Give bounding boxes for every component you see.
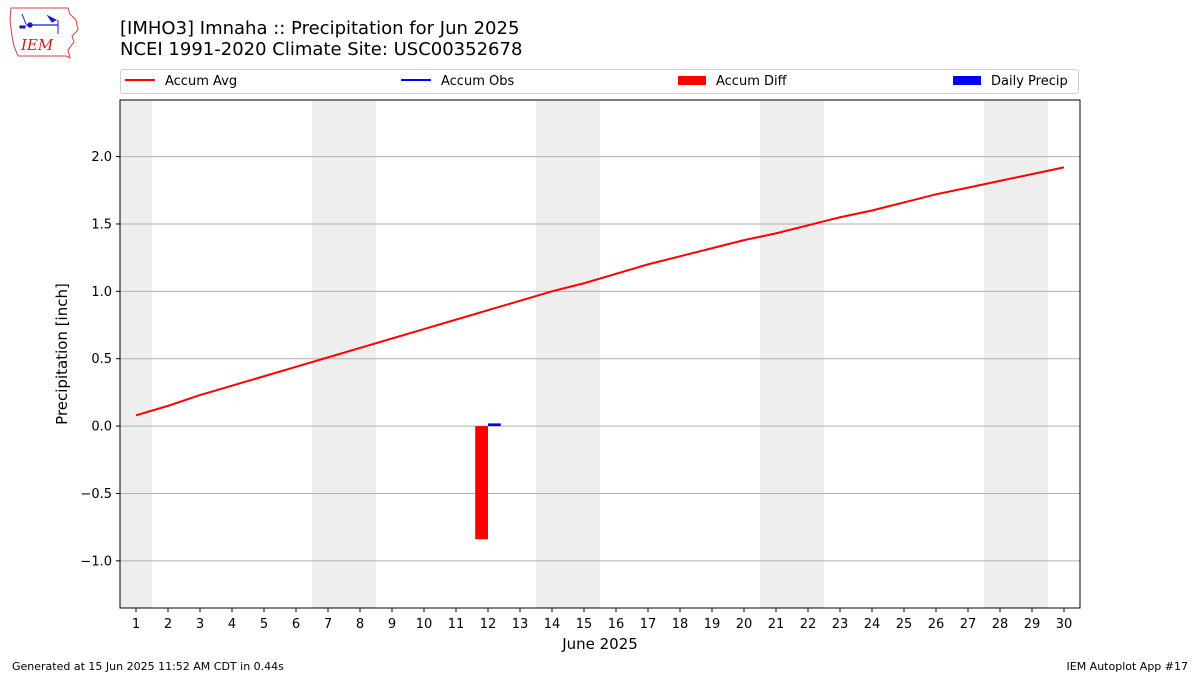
x-tick-label: 14 [544,617,561,632]
title-line-2: NCEI 1991-2020 Climate Site: USC00352678 [120,39,523,60]
x-tick-label: 2 [164,617,172,632]
x-tick-label: 11 [448,617,465,632]
y-tick-label: 0.0 [91,420,112,435]
y-tick-label: 0.5 [91,352,112,367]
x-tick-label: 5 [260,617,268,632]
accum-diff-bar [475,426,488,540]
legend-patch-swatch [678,75,706,85]
legend-label: Daily Precip [991,74,1068,89]
legend-label: Accum Diff [716,74,787,89]
x-tick-label: 23 [832,617,849,632]
x-tick-label: 16 [608,617,625,632]
accum-avg-line [135,166,1065,417]
x-tick-label: 15 [576,617,593,632]
x-tick-label: 20 [736,617,753,632]
iem-logo: IEM [9,7,79,59]
x-tick-label: 17 [640,617,657,632]
y-tick-label: 1.5 [91,217,112,232]
x-tick-label: 30 [1056,617,1073,632]
legend-item-accum-obs: Accum Obs [401,74,514,90]
legend-line-swatch [401,79,431,81]
legend-line-swatch [125,79,155,81]
weather-instrument-icon [19,13,59,34]
x-tick-label: 22 [800,617,817,632]
x-tick-label: 19 [704,617,721,632]
daily-precip-bar [488,423,501,427]
x-tick-label: 28 [992,617,1009,632]
weekend-band [120,100,152,608]
legend-item-accum-avg: Accum Avg [125,74,237,90]
y-tick-label: −1.0 [80,554,112,569]
weekend-band [760,100,792,608]
x-tick-label: 3 [196,617,204,632]
x-tick-label: 18 [672,617,689,632]
x-tick-label: 12 [480,617,497,632]
weekend-band [568,100,600,608]
legend-item-daily-precip: Daily Precip [953,74,1068,90]
x-tick-label: 8 [356,617,364,632]
x-axis-label: June 2025 [561,635,638,653]
legend-label: Accum Obs [441,74,515,89]
iowa-outline-icon [9,7,79,59]
weekend-band [536,100,568,608]
x-tick-label: 10 [416,617,433,632]
legend-item-accum-diff: Accum Diff [678,74,787,90]
logo-text: IEM [20,36,54,54]
x-tick-label: 13 [512,617,529,632]
x-tick-label: 21 [768,617,785,632]
x-tick-label: 6 [292,617,300,632]
x-tick-label: 29 [1024,617,1041,632]
weekend-band [792,100,824,608]
y-tick-label: −0.5 [80,487,112,502]
x-tick-label: 7 [324,617,332,632]
generated-timestamp: Generated at 15 Jun 2025 11:52 AM CDT in… [12,660,284,673]
x-tick-label: 26 [928,617,945,632]
x-tick-label: 9 [388,617,396,632]
x-tick-label: 1 [132,617,140,632]
plot-frame [119,99,1081,609]
weekend-band [1016,100,1048,608]
x-tick-label: 24 [864,617,881,632]
chart-title: [IMHO3] Imnaha :: Precipitation for Jun … [120,18,522,60]
x-tick-label: 4 [228,617,236,632]
legend-label: Accum Avg [165,74,238,89]
legend: Accum Avg Accum Obs Accum Diff Daily Pre… [120,69,1079,94]
weekend-band [984,100,1016,608]
x-tick-label: 27 [960,617,977,632]
legend-patch-swatch [953,75,981,85]
title-line-1: [IMHO3] Imnaha :: Precipitation for Jun … [120,18,520,39]
y-tick-label: 2.0 [91,150,112,165]
y-axis-label: Precipitation [inch] [53,283,71,425]
x-tick-label: 25 [896,617,913,632]
app-credit: IEM Autoplot App #17 [1066,660,1189,673]
weekend-band [344,100,376,608]
y-tick-label: 1.0 [91,285,112,300]
